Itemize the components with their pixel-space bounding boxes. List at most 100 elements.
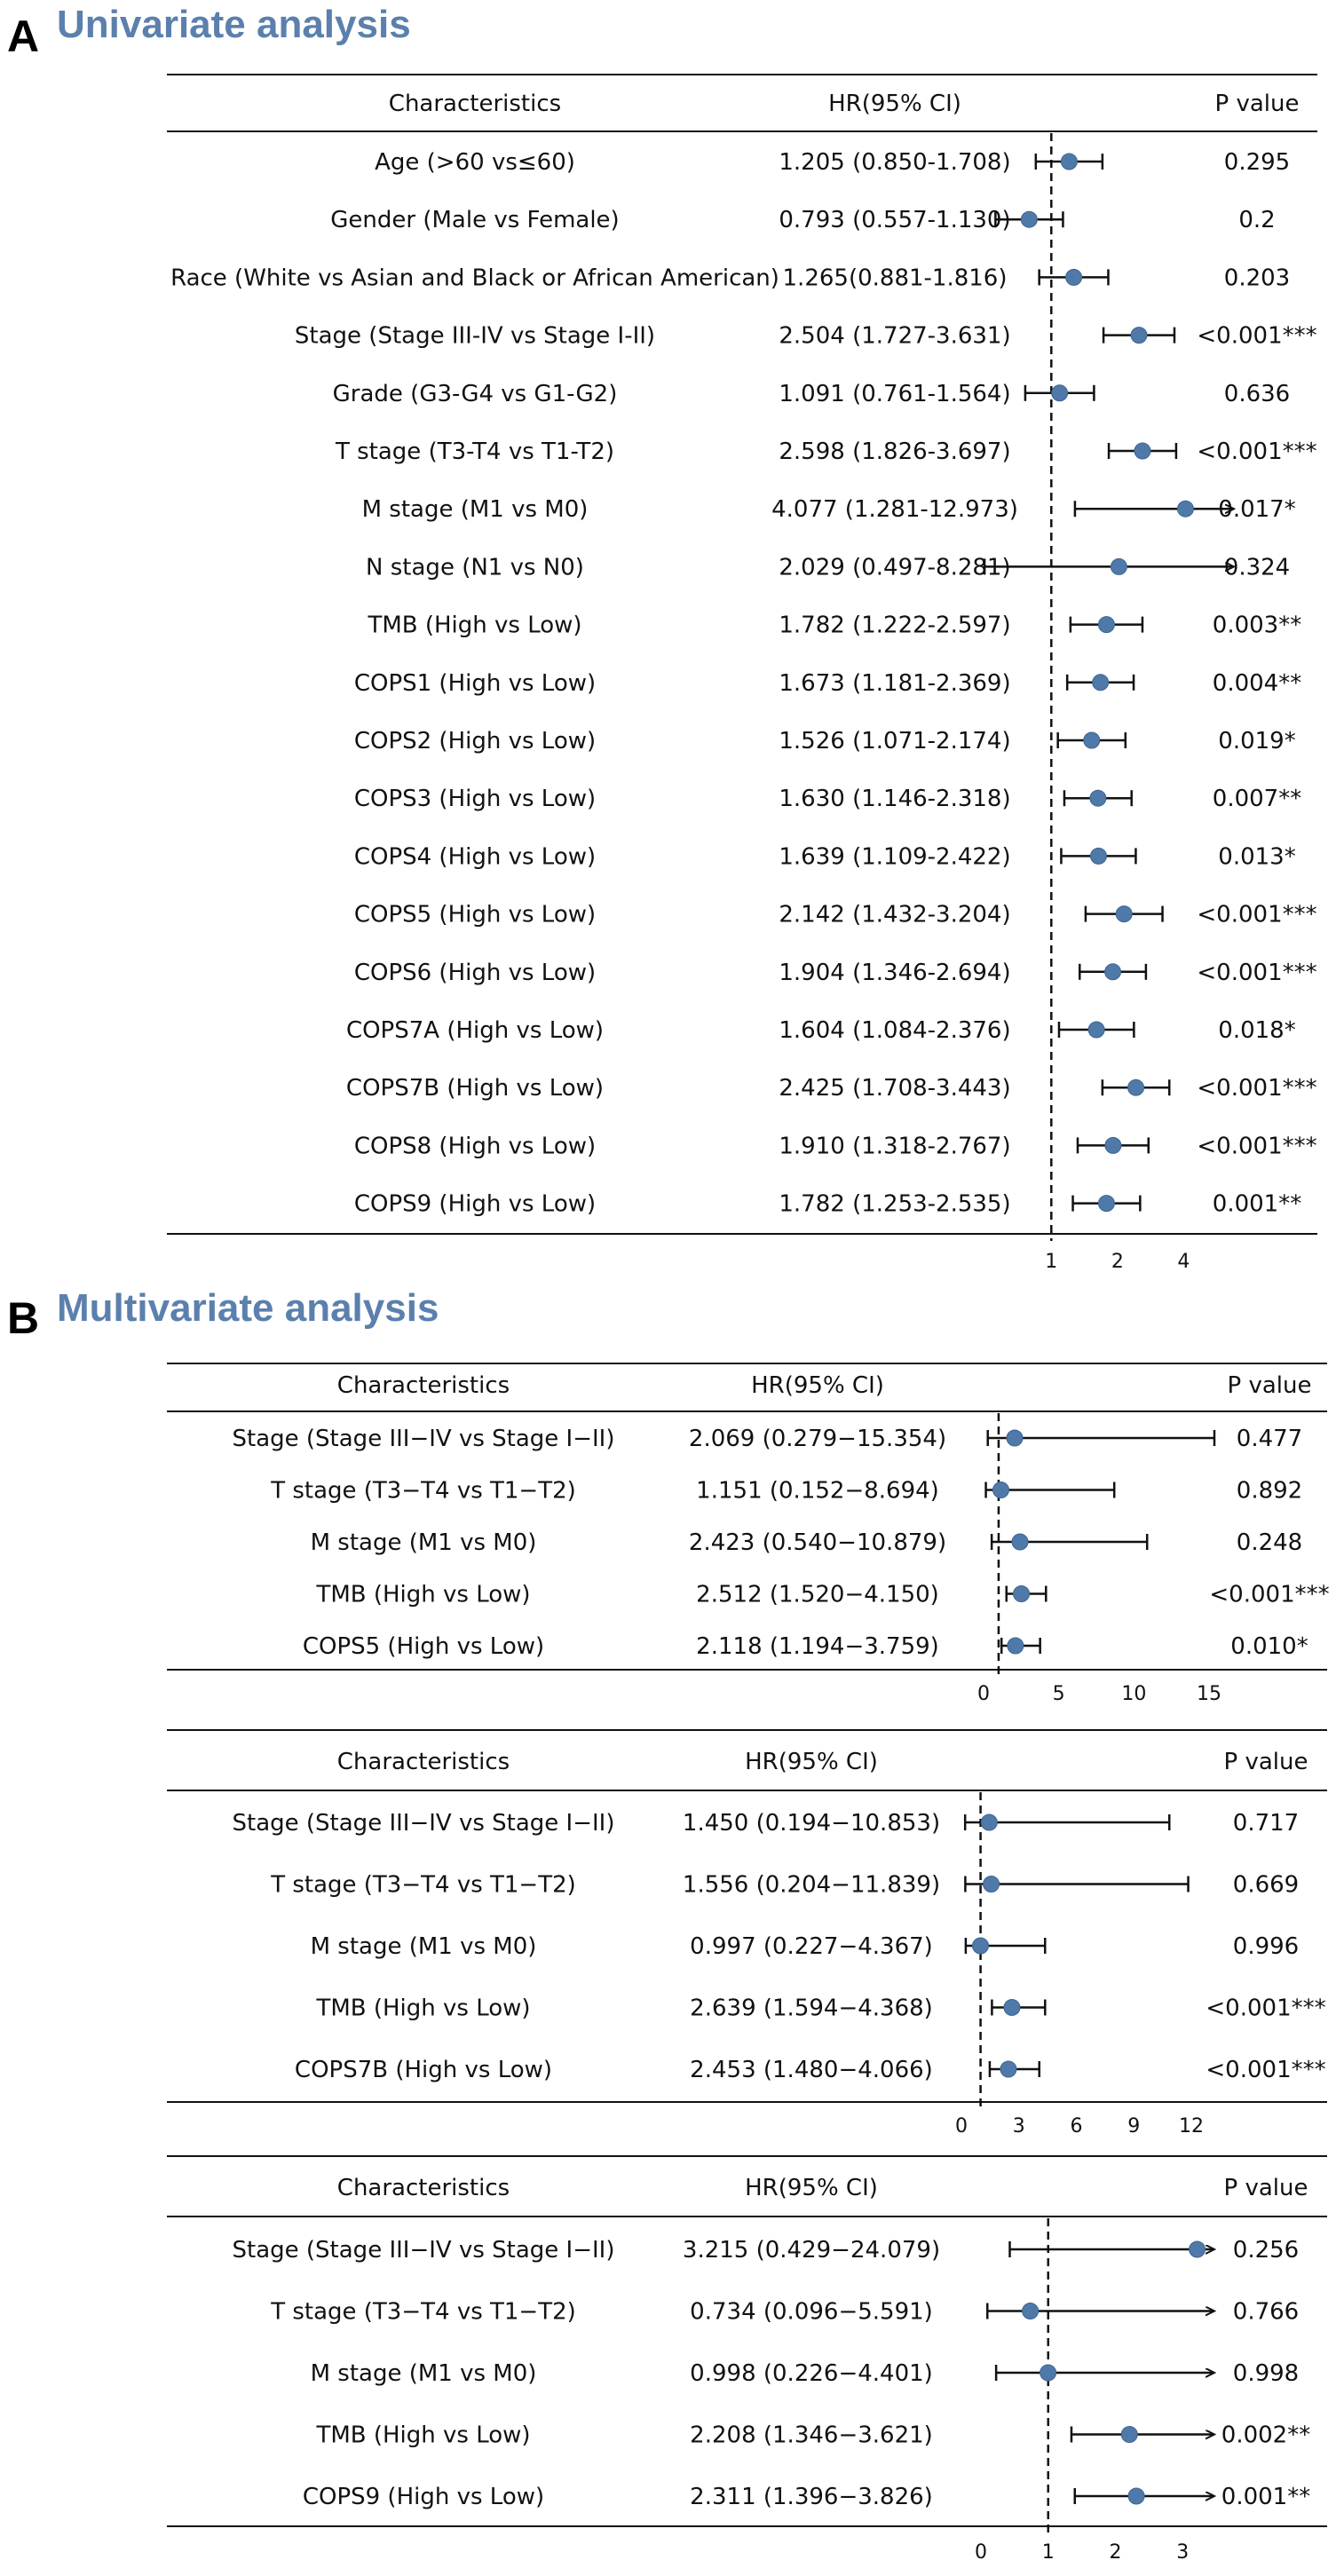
row-characteristic-label: N stage (N1 vs N0) [366, 554, 584, 581]
row-characteristic-label: COPS5 (High vs Low) [354, 902, 596, 928]
table-row: COPS7A (High vs Low) 1.604 (1.084-2.376) 0… [346, 1017, 1296, 1044]
row-hr-ci-text: 1.526 (1.071-2.174) [779, 728, 1010, 755]
hr-point [980, 1813, 998, 1831]
hr-ci-header: HR(95% CI) [828, 91, 961, 117]
row-hr-ci-text: 1.630 (1.146-2.318) [779, 786, 1010, 812]
row-hr-ci-text: 1.910 (1.318-2.767) [779, 1133, 1010, 1159]
hr-point [1104, 963, 1122, 981]
row-hr-ci-text: 0.997 (0.227−4.367) [690, 1933, 933, 1960]
row-p-value: 0.256 [1233, 2237, 1299, 2264]
characteristics-header: Characteristics [337, 1372, 510, 1399]
row-hr-ci-text: 0.734 (0.096−5.591) [690, 2299, 933, 2326]
row-p-value: 0.636 [1224, 381, 1290, 407]
row-characteristic-label: COPS8 (High vs Low) [354, 1133, 596, 1159]
hr-point [1013, 1585, 1031, 1602]
row-characteristic-label: COPS6 (High vs Low) [354, 960, 596, 986]
hr-point [1060, 153, 1078, 170]
row-hr-ci-text: 0.998 (0.226−4.401) [690, 2360, 933, 2387]
x-tick-label: 1 [1042, 2541, 1055, 2564]
hr-point [972, 1937, 990, 1955]
table-row: Stage (Stage III−IV vs Stage I−II) 1.450 … [233, 1810, 1300, 1837]
row-p-value: <0.001*** [1197, 1133, 1316, 1159]
hr-point [1007, 1637, 1024, 1655]
row-characteristic-label: Stage (Stage III−IV vs Stage I−II) [233, 1810, 615, 1837]
row-p-value: <0.001*** [1197, 960, 1316, 986]
row-hr-ci-text: 2.639 (1.594−4.368) [690, 1995, 933, 2022]
row-p-value: 0.203 [1224, 265, 1290, 291]
table-row: TMB (High vs Low) 2.208 (1.346−3.621) 0.00… [315, 2422, 1310, 2449]
row-characteristic-label: COPS1 (High vs Low) [354, 670, 596, 697]
row-hr-ci-text: 1.205 (0.850-1.708) [779, 149, 1010, 176]
row-hr-ci-text: 1.091 (0.761-1.564) [779, 381, 1010, 407]
panel-title-univariate: Univariate analysis [57, 3, 411, 46]
row-hr-ci-text: 2.208 (1.346−3.621) [690, 2422, 933, 2449]
row-hr-ci-text: 4.077 (1.281-12.973) [771, 496, 1018, 523]
row-characteristic-label: Age (>60 vs≤60) [375, 149, 575, 176]
row-p-value: <0.001*** [1197, 902, 1316, 928]
hr-point [1020, 210, 1038, 228]
x-tick-label: 12 [1179, 2115, 1204, 2137]
row-characteristic-label: TMB (High vs Low) [367, 612, 581, 639]
row-p-value: 0.324 [1224, 554, 1290, 581]
x-tick-label: 3 [1176, 2541, 1189, 2564]
row-p-value: 0.248 [1237, 1529, 1302, 1556]
row-hr-ci-text: 2.118 (1.194−3.759) [696, 1633, 939, 1660]
row-p-value: 0.766 [1233, 2299, 1299, 2326]
row-characteristic-label: Stage (Stage III−IV vs Stage I−II) [233, 1426, 615, 1452]
row-characteristic-label: M stage (M1 vs M0) [311, 2360, 537, 2387]
x-tick-label: 4 [1177, 1251, 1190, 1273]
table-row: N stage (N1 vs N0) 2.029 (0.497-8.281) 0.3… [366, 554, 1290, 581]
row-p-value: <0.001*** [1197, 323, 1316, 350]
hr-ci-header: HR(95% CI) [751, 1372, 884, 1399]
characteristics-header: Characteristics [389, 91, 561, 117]
table-row: M stage (M1 vs M0) 2.423 (0.540−10.879) 0.… [311, 1529, 1303, 1556]
table-row: TMB (High vs Low) 2.512 (1.520−4.150) <0.0… [315, 1582, 1329, 1608]
hr-point [1092, 674, 1110, 691]
table-row: COPS5 (High vs Low) 2.142 (1.432-3.204) <0… [354, 902, 1317, 928]
panel-letter-b: B [7, 1293, 39, 1343]
table-row: COPS3 (High vs Low) 1.630 (1.146-2.318) 0.… [354, 786, 1301, 812]
row-p-value: 0.003** [1213, 612, 1301, 639]
table-row: Stage (Stage III-IV vs Stage I-II) 2.504 … [295, 323, 1317, 350]
row-characteristic-label: Grade (G3-G4 vs G1-G2) [333, 381, 618, 407]
x-tick-label: 10 [1121, 1683, 1146, 1705]
row-characteristic-label: COPS4 (High vs Low) [354, 843, 596, 870]
row-characteristic-label: T stage (T3−T4 vs T1−T2) [270, 1872, 576, 1899]
univariate-forest-table: Characteristics HR(95% CI) P value 1 2 4 Age (… [167, 74, 1317, 1273]
hr-point [1051, 384, 1069, 402]
multivariate-forest-table-cops9: Characteristics HR(95% CI) P value 0 1 2 3 Stag… [167, 2155, 1327, 2564]
row-characteristic-label: T stage (T3−T4 vs T1−T2) [270, 1478, 576, 1505]
hr-point [1189, 2240, 1206, 2258]
x-tick-label: 5 [1053, 1683, 1065, 1705]
row-characteristic-label: T stage (T3-T4 vs T1-T2) [335, 439, 614, 465]
p-value-header: P value [1224, 2175, 1308, 2201]
row-characteristic-label: COPS7B (High vs Low) [346, 1075, 604, 1102]
hr-point [1006, 1429, 1024, 1447]
hr-point [1089, 789, 1107, 807]
row-p-value: 0.996 [1233, 1933, 1299, 1960]
row-characteristic-label: T stage (T3−T4 vs T1−T2) [270, 2299, 576, 2326]
p-value-header: P value [1228, 1372, 1312, 1399]
row-p-value: 0.013* [1218, 843, 1295, 870]
row-characteristic-label: Race (White vs Asian and Black or Africa… [170, 265, 779, 291]
table-row: COPS2 (High vs Low) 1.526 (1.071-2.174) 0.… [354, 728, 1296, 755]
hr-point [1065, 268, 1083, 286]
row-characteristic-label: TMB (High vs Low) [315, 2422, 530, 2449]
table-row: T stage (T3−T4 vs T1−T2) 0.734 (0.096−5.5… [270, 2299, 1299, 2326]
row-p-value: 0.007** [1213, 786, 1301, 812]
row-hr-ci-text: 2.512 (1.520−4.150) [696, 1582, 939, 1608]
row-p-value: 0.019* [1218, 728, 1295, 755]
row-characteristic-label: COPS5 (High vs Low) [303, 1633, 544, 1660]
row-hr-ci-text: 2.423 (0.540−10.879) [689, 1529, 946, 1556]
hr-point [1104, 1136, 1122, 1154]
row-characteristic-label: Stage (Stage III-IV vs Stage I-II) [295, 323, 655, 350]
panel-title-multivariate: Multivariate analysis [57, 1286, 439, 1330]
hr-point [1134, 442, 1151, 460]
hr-point [1000, 2060, 1017, 2078]
multivariate-forest-table-cops7b: Characteristics HR(95% CI) P value 0 3 6 9 12 St… [167, 1729, 1327, 2137]
row-p-value: 0.001** [1213, 1191, 1301, 1218]
row-hr-ci-text: 1.265(0.881-1.816) [783, 265, 1008, 291]
table-row: COPS5 (High vs Low) 2.118 (1.194−3.759) 0.… [303, 1633, 1308, 1660]
hr-point [1127, 1079, 1145, 1096]
